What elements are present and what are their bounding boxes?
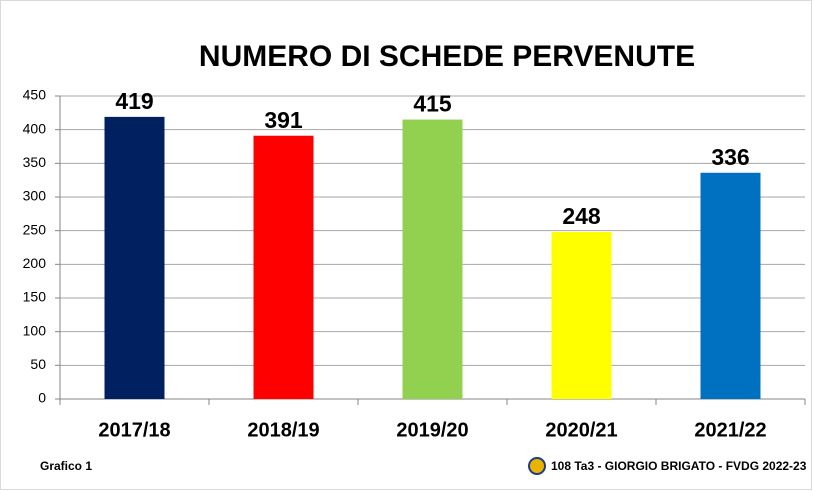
bar xyxy=(700,172,761,399)
y-tick-label: 300 xyxy=(23,188,47,204)
chart-title: NUMERO DI SCHEDE PERVENUTE xyxy=(199,40,695,73)
y-tick-label: 50 xyxy=(30,356,46,372)
bar xyxy=(402,119,463,400)
y-tick-label: 450 xyxy=(23,87,47,103)
bar xyxy=(104,116,165,399)
y-tick-label: 350 xyxy=(23,154,47,170)
x-tick-label: 2021/22 xyxy=(694,419,766,441)
y-tick-label: 400 xyxy=(23,120,47,136)
y-tick-label: 100 xyxy=(23,322,47,338)
y-tick-label: 250 xyxy=(23,221,47,237)
y-tick-label: 150 xyxy=(23,289,47,305)
credit: 108 Ta3 - GIORGIO BRIGATO - FVDG 2022-23 xyxy=(551,459,807,473)
x-tick-label: 2017/18 xyxy=(98,419,170,441)
y-tick-label: 200 xyxy=(23,255,47,271)
x-tick-label: 2019/20 xyxy=(396,419,468,441)
value-label: 391 xyxy=(264,107,303,133)
bar xyxy=(253,135,314,399)
bar xyxy=(551,232,612,399)
value-label: 415 xyxy=(413,91,452,117)
value-label: 419 xyxy=(115,88,153,114)
x-tick-label: 2020/21 xyxy=(545,419,617,441)
logo xyxy=(528,457,546,475)
value-label: 336 xyxy=(711,144,749,170)
footnote: Grafico 1 xyxy=(40,459,92,473)
y-tick-label: 0 xyxy=(38,390,46,406)
value-label: 248 xyxy=(562,203,601,229)
x-tick-label: 2018/19 xyxy=(247,419,319,441)
